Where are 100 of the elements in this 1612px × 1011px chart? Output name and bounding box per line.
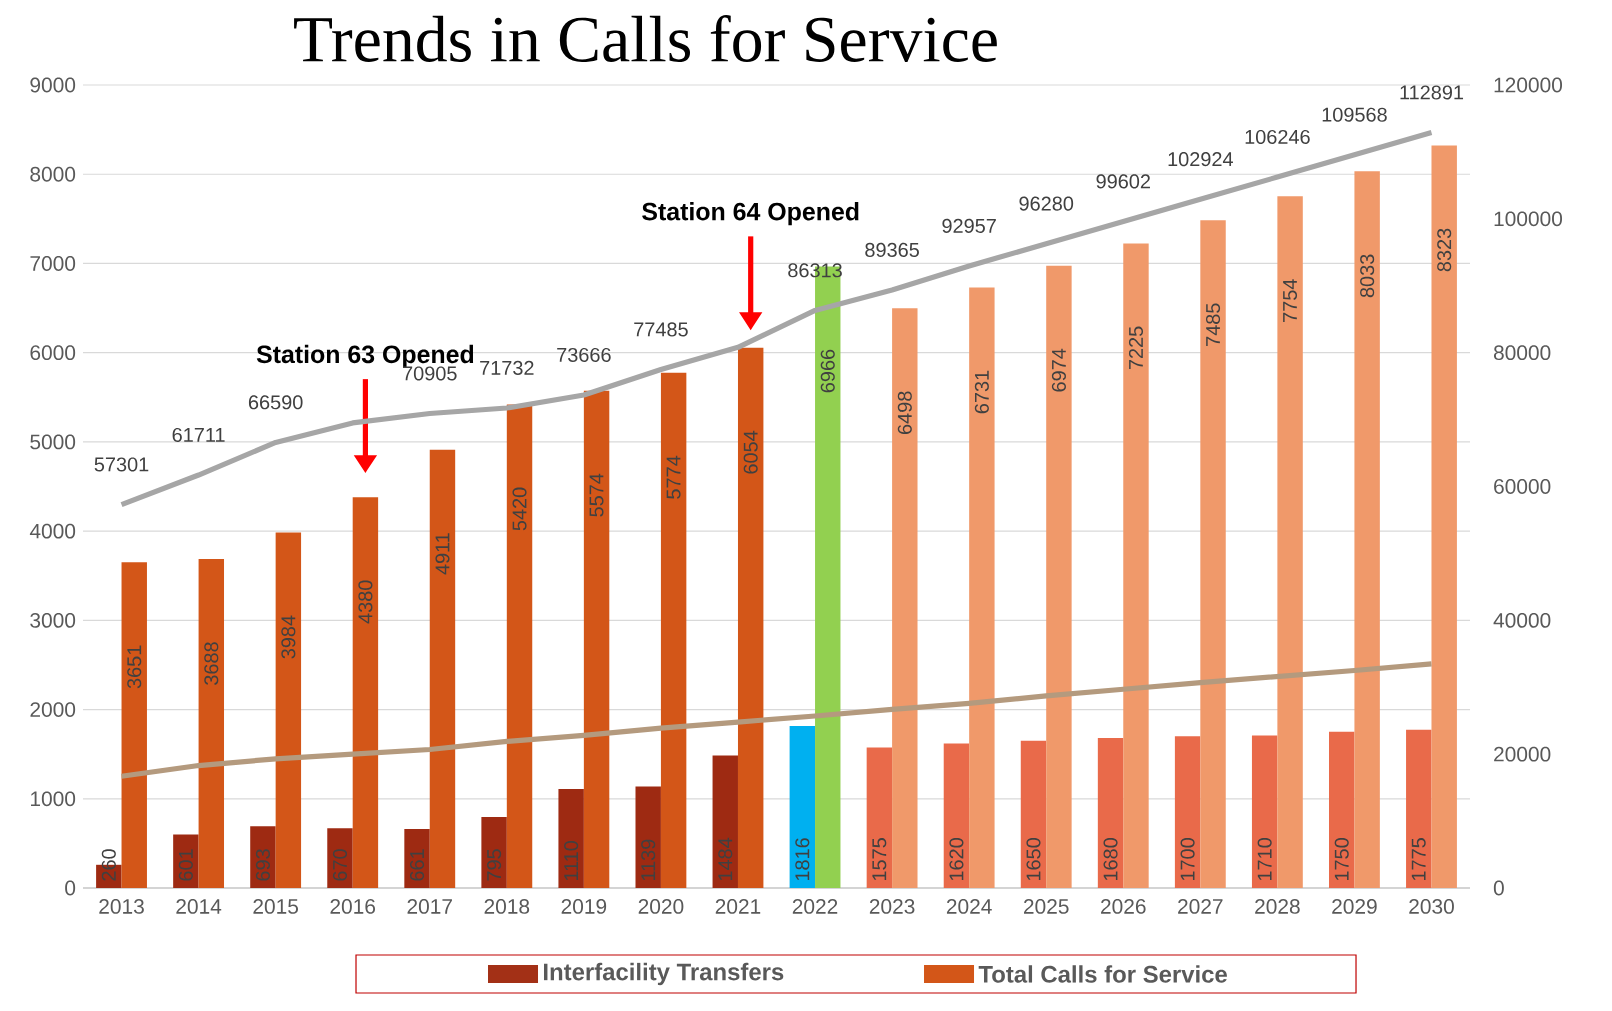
annotation: Station 64 Opened	[642, 202, 859, 226]
data-label: 601	[178, 849, 193, 881]
bar	[481, 817, 507, 888]
bar	[712, 755, 738, 888]
x-tick-label: 2017	[407, 899, 452, 914]
data-label: 693	[255, 849, 270, 881]
x-tick-label: 2028	[1255, 899, 1300, 914]
y-tick-label: 0	[65, 880, 76, 896]
x-tick-label: 2020	[638, 899, 684, 914]
data-label: 7485	[1205, 303, 1221, 346]
bar	[1123, 243, 1149, 888]
data-label: 260	[101, 849, 116, 881]
bar	[1200, 220, 1226, 888]
bar	[866, 747, 893, 888]
bar	[352, 497, 379, 888]
data-label: 661	[409, 849, 425, 881]
y-tick-label: 5000	[30, 434, 76, 450]
data-label: 795	[487, 849, 502, 881]
data-label: 8323	[1437, 228, 1452, 272]
data-label: 96280	[1019, 196, 1074, 211]
y-tick-label: 9000	[30, 77, 76, 93]
bar	[121, 562, 147, 888]
y2-tick-label: 120000	[1494, 77, 1563, 93]
annotation: Station 63 Opened	[256, 344, 474, 369]
x-tick-label: 2013	[99, 899, 144, 914]
bar	[1251, 735, 1278, 888]
legend-label: Total Calls for Service	[978, 965, 1227, 983]
data-label: 5774	[666, 455, 681, 499]
data-label: 77485	[634, 322, 688, 337]
y2-tick-label: 40000	[1493, 612, 1551, 628]
data-label: 61711	[172, 427, 225, 442]
y2-tick-label: 100000	[1494, 211, 1563, 227]
x-tick-label: 2018	[484, 899, 530, 914]
data-label: 1110	[564, 841, 579, 881]
data-label: 102924	[1168, 152, 1233, 167]
x-tick-label: 2022	[792, 899, 838, 914]
data-label: 1775	[1411, 838, 1426, 881]
data-label: 6054	[743, 430, 758, 474]
data-label: 7225	[1128, 326, 1144, 370]
bar	[1020, 740, 1047, 888]
data-label: 1575	[872, 838, 887, 881]
x-tick-label: 2023	[869, 899, 915, 914]
bar	[635, 786, 661, 888]
bar	[404, 829, 430, 888]
bar	[892, 308, 918, 888]
x-tick-label: 2015	[253, 899, 299, 914]
data-label: 1700	[1180, 838, 1195, 881]
legend-label: Interfacility Transfers	[544, 962, 784, 986]
data-label: 99602	[1096, 174, 1150, 189]
y2-tick-label: 80000	[1493, 345, 1551, 361]
bar	[1097, 738, 1124, 888]
data-label: 3688	[204, 642, 219, 685]
data-label: 6731	[974, 370, 989, 414]
data-label: 1620	[949, 838, 964, 881]
data-label: 6966	[820, 349, 835, 393]
x-tick-label: 2021	[715, 899, 761, 914]
x-tick-label: 2027	[1178, 899, 1223, 914]
data-label: 71732	[480, 360, 534, 375]
data-label: 1484	[718, 837, 733, 881]
bar	[1046, 265, 1072, 888]
data-label: 3984	[281, 615, 296, 659]
bar	[969, 287, 995, 888]
bar	[1431, 145, 1457, 888]
x-tick-label: 2026	[1101, 899, 1146, 914]
data-label: 1680	[1103, 838, 1118, 881]
bar	[1329, 731, 1355, 888]
data-label: 89365	[865, 242, 919, 257]
x-tick-label: 2016	[330, 899, 376, 914]
y-tick-label: 3000	[30, 612, 76, 628]
x-tick-label: 2030	[1409, 899, 1454, 914]
data-label: 70905	[403, 366, 457, 381]
y-tick-label: 1000	[31, 791, 76, 807]
x-tick-label: 2024	[946, 899, 992, 914]
y2-tick-label: 20000	[1494, 746, 1551, 762]
data-label: 5420	[512, 487, 527, 531]
x-tick-label: 2029	[1332, 899, 1377, 914]
x-tick-label: 2014	[176, 899, 222, 914]
bar	[1174, 736, 1201, 888]
bar	[250, 826, 276, 888]
data-label: 73666	[557, 347, 611, 362]
data-label: 109568	[1322, 107, 1387, 122]
bar	[429, 449, 456, 888]
bar	[198, 558, 225, 888]
data-label: 8033	[1360, 254, 1375, 298]
bar	[173, 834, 199, 888]
bar	[506, 404, 533, 888]
data-label: 1750	[1334, 838, 1349, 881]
data-label: 670	[332, 849, 348, 881]
data-label: 7754	[1283, 279, 1298, 322]
data-label: 57301	[94, 457, 149, 472]
bar	[275, 532, 302, 888]
y-tick-label: 8000	[30, 166, 76, 182]
data-label: 4380	[358, 580, 373, 624]
x-tick-label: 2019	[561, 899, 607, 914]
data-label: 1816	[795, 838, 810, 881]
chart-title: Trends in Calls for Service	[294, 15, 997, 62]
y-tick-label: 6000	[30, 345, 76, 361]
bar	[558, 788, 584, 888]
bar	[583, 390, 610, 888]
data-label: 66590	[248, 395, 303, 410]
